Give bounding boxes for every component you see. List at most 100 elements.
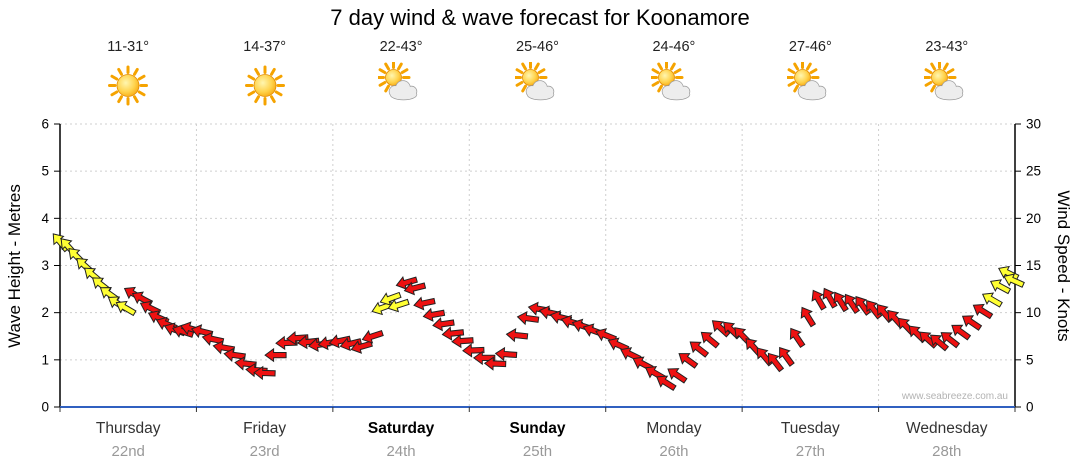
left-tick-label: 5 bbox=[41, 164, 49, 179]
wind-arrow bbox=[422, 307, 446, 322]
wind-arrow bbox=[264, 347, 287, 363]
wind-arrow bbox=[432, 317, 455, 332]
sun-ray bbox=[946, 68, 955, 74]
right-tick-label: 20 bbox=[1026, 211, 1041, 226]
wind-arrow bbox=[656, 375, 677, 391]
wind-arrow bbox=[811, 289, 827, 311]
sun-cloud-icon bbox=[650, 62, 691, 101]
temp-range-day-5: 27-46° bbox=[788, 39, 832, 55]
sun-ray bbox=[520, 84, 527, 93]
wind-arrow bbox=[275, 335, 298, 351]
sun-ray bbox=[930, 62, 936, 71]
right-tick-label: 15 bbox=[1026, 258, 1041, 273]
sun-ray bbox=[787, 81, 796, 87]
day-name-1: Friday bbox=[243, 420, 287, 437]
sun-ray bbox=[110, 90, 119, 97]
right-tick-label: 30 bbox=[1026, 117, 1041, 132]
wind-arrow bbox=[451, 333, 474, 349]
wind-arrow bbox=[961, 315, 983, 331]
wind-arrow bbox=[494, 346, 518, 362]
sun-ray bbox=[669, 62, 676, 71]
sun-ray bbox=[793, 62, 800, 71]
cloud-fill bbox=[798, 81, 826, 100]
sun-ray bbox=[651, 81, 660, 87]
day-date-2: 24th bbox=[386, 443, 416, 460]
wind-arrow bbox=[403, 281, 427, 296]
right-tick-label: 25 bbox=[1026, 164, 1041, 179]
wind-arrow bbox=[115, 300, 137, 317]
sun-cloud-icon bbox=[923, 62, 963, 101]
sun-ray bbox=[378, 81, 387, 87]
wind-arrow bbox=[844, 293, 861, 315]
day-name-4: Monday bbox=[646, 420, 702, 437]
sun-ray bbox=[537, 68, 545, 74]
wind-arrow bbox=[286, 331, 309, 346]
day-date-1: 23rd bbox=[249, 443, 280, 460]
wind-arrow bbox=[361, 329, 384, 344]
sun-ray bbox=[515, 68, 523, 74]
wind-arrow bbox=[413, 296, 436, 311]
sun-disc bbox=[253, 74, 277, 97]
cloud-fill bbox=[389, 81, 417, 100]
wind-arrow bbox=[989, 279, 1012, 295]
temp-range-day-3: 25-46° bbox=[516, 39, 559, 55]
sun-ray bbox=[269, 67, 276, 76]
wind-arrow bbox=[328, 334, 352, 349]
sun-ray bbox=[384, 84, 391, 93]
wind-arrow bbox=[678, 353, 699, 369]
wind-arrow bbox=[505, 327, 529, 343]
wind-arrow bbox=[462, 343, 485, 358]
sun-ray bbox=[806, 62, 813, 71]
wind-arrow bbox=[441, 326, 465, 341]
day-date-4: 26th bbox=[659, 443, 689, 460]
day-date-5: 27th bbox=[795, 443, 825, 460]
sun-ray bbox=[793, 84, 800, 93]
sun-ray bbox=[673, 68, 682, 74]
wind-arrow bbox=[951, 324, 972, 341]
sun-ray bbox=[117, 95, 124, 104]
sun-ray bbox=[247, 90, 255, 97]
day-name-6: Wednesday bbox=[905, 420, 988, 437]
sun-ray bbox=[247, 74, 255, 81]
wind-arrow bbox=[1003, 273, 1025, 288]
sun-ray bbox=[274, 74, 283, 81]
sun-ray bbox=[133, 95, 139, 104]
wind-arrow bbox=[767, 352, 785, 373]
sun-ray bbox=[520, 62, 527, 71]
sun-ray bbox=[137, 74, 146, 81]
wind-arrow bbox=[472, 350, 496, 366]
temp-range-day-4: 24-46° bbox=[652, 39, 696, 55]
wind-arrow bbox=[350, 340, 373, 354]
sun-cloud-icon bbox=[378, 62, 418, 101]
left-tick-label: 3 bbox=[41, 258, 49, 273]
day-name-5: Tuesday bbox=[780, 420, 840, 437]
wind-arrow bbox=[822, 287, 838, 309]
sun-ray bbox=[924, 81, 933, 87]
sun-ray bbox=[651, 68, 660, 74]
wind-arrow bbox=[929, 334, 950, 352]
wind-arrow bbox=[297, 334, 320, 350]
cloud-fill bbox=[935, 81, 963, 100]
wind-arrow bbox=[667, 368, 688, 384]
wind-arrow bbox=[516, 310, 540, 326]
left-tick-label: 1 bbox=[41, 352, 49, 367]
wind-arrow bbox=[981, 292, 1003, 308]
sun-icon bbox=[108, 65, 149, 106]
wind-arrow bbox=[779, 346, 795, 367]
cloud-fill bbox=[662, 81, 690, 100]
sun-cloud-icon bbox=[787, 62, 827, 101]
sun-ray bbox=[133, 67, 139, 76]
wind-arrow bbox=[689, 341, 710, 358]
temp-range-day-6: 23-43° bbox=[925, 39, 969, 55]
sun-ray bbox=[657, 84, 663, 93]
wind-arrow bbox=[800, 306, 817, 328]
sun-ray bbox=[384, 62, 391, 71]
sun-ray bbox=[397, 62, 403, 71]
sun-ray bbox=[117, 67, 124, 76]
day-name-2: Saturday bbox=[367, 420, 435, 437]
left-tick-label: 2 bbox=[41, 305, 49, 320]
sun-cloud-icon bbox=[514, 62, 554, 101]
day-name-0: Thursday bbox=[95, 420, 161, 437]
wind-arrow bbox=[339, 337, 363, 352]
sun-ray bbox=[930, 84, 936, 93]
